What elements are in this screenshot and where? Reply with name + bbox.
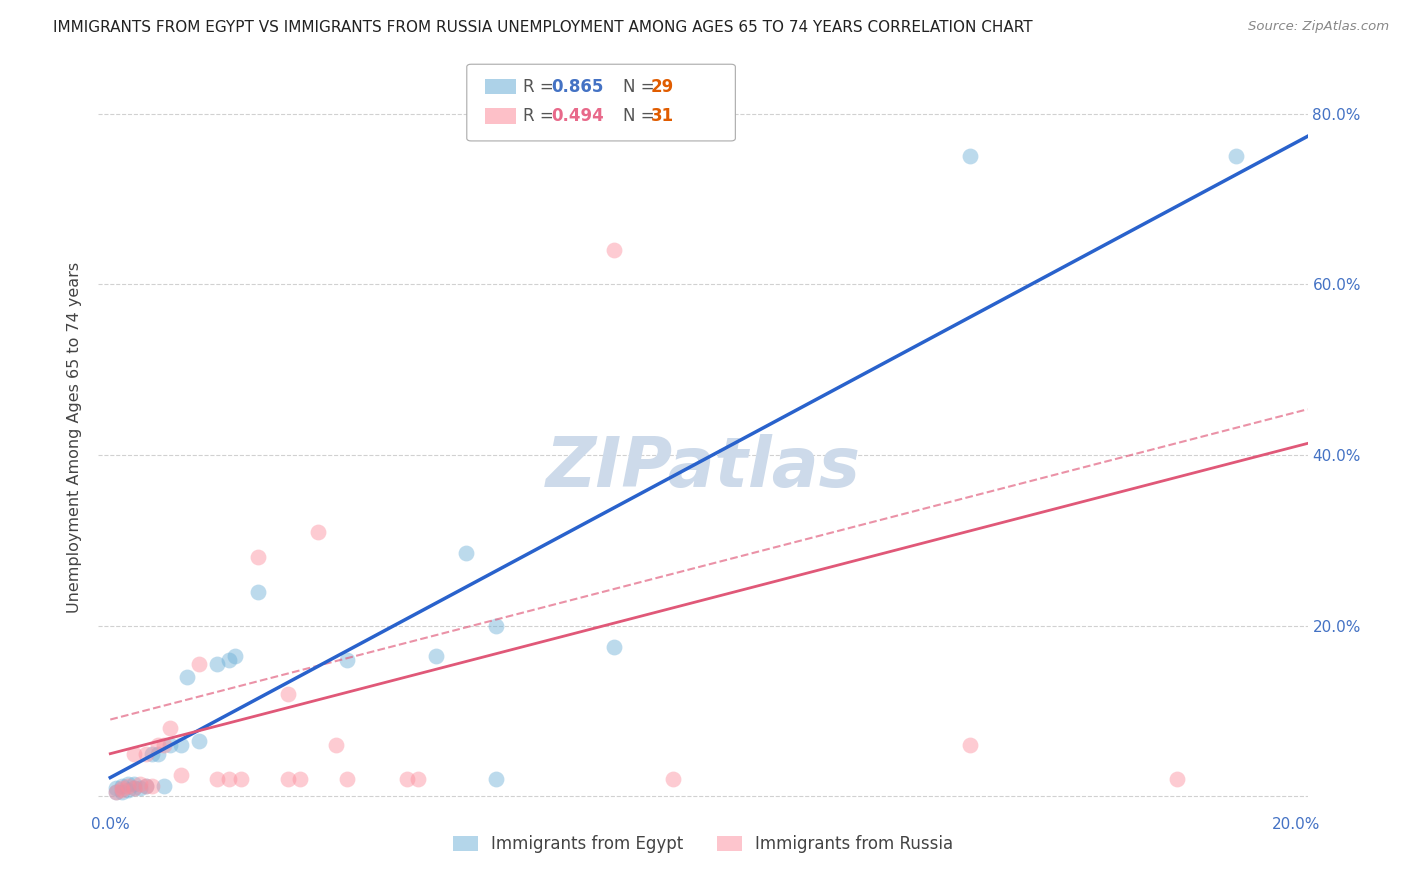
Legend: Immigrants from Egypt, Immigrants from Russia: Immigrants from Egypt, Immigrants from R… (446, 829, 960, 860)
Point (205, 657, 228, 671)
Text: Source: ZipAtlas.com: Source: ZipAtlas.com (1249, 20, 1389, 33)
Point (105, 785, 128, 799)
Point (395, 772, 418, 787)
Point (603, 640, 626, 654)
Text: N =: N = (623, 107, 659, 125)
Point (111, 782, 134, 797)
Point (122, 780, 145, 795)
Point (105, 785, 128, 799)
Point (336, 653, 359, 667)
Point (247, 584, 270, 599)
Point (122, 780, 145, 795)
Y-axis label: Unemployment Among Ages 65 to 74 years: Unemployment Among Ages 65 to 74 years (67, 261, 83, 613)
Point (111, 785, 134, 799)
Text: IMMIGRANTS FROM EGYPT VS IMMIGRANTS FROM RUSSIA UNEMPLOYMENT AMONG AGES 65 TO 74: IMMIGRANTS FROM EGYPT VS IMMIGRANTS FROM… (53, 20, 1033, 35)
Text: R =: R = (523, 107, 560, 125)
Point (122, 776, 145, 790)
Point (141, 779, 163, 793)
Text: 0.494: 0.494 (551, 107, 605, 125)
Point (277, 772, 299, 787)
Point (336, 772, 359, 787)
Point (959, 149, 981, 163)
Point (170, 738, 193, 752)
Point (662, 772, 685, 787)
Point (603, 243, 626, 257)
Point (959, 738, 981, 752)
Point (146, 747, 169, 761)
Point (105, 780, 128, 795)
Text: N =: N = (623, 78, 659, 95)
Point (188, 657, 211, 671)
Point (152, 779, 174, 793)
Point (277, 687, 299, 701)
Point (111, 779, 134, 793)
Text: 31: 31 (651, 107, 673, 125)
Point (141, 747, 163, 761)
Point (425, 648, 447, 663)
Text: 0.865: 0.865 (551, 78, 603, 95)
Point (135, 779, 157, 793)
Point (484, 618, 506, 632)
Text: R =: R = (523, 78, 560, 95)
Point (218, 653, 240, 667)
Point (1166, 772, 1188, 787)
Point (111, 780, 134, 795)
Point (218, 772, 240, 787)
Point (129, 780, 152, 795)
Point (117, 776, 139, 790)
Point (205, 772, 228, 787)
Point (484, 772, 506, 787)
Point (408, 772, 430, 787)
Point (159, 738, 181, 752)
Point (170, 768, 193, 782)
Text: 29: 29 (651, 78, 675, 95)
Point (229, 772, 252, 787)
Point (176, 670, 198, 684)
Point (117, 782, 139, 797)
Point (146, 738, 169, 752)
Point (247, 550, 270, 565)
Point (188, 734, 211, 748)
Point (152, 738, 174, 752)
Point (325, 738, 347, 752)
Point (135, 779, 157, 793)
Point (117, 779, 139, 793)
Point (122, 747, 145, 761)
Point (224, 648, 246, 663)
Point (129, 776, 152, 790)
Point (454, 546, 477, 560)
Point (307, 524, 329, 539)
Point (159, 721, 181, 735)
Point (135, 747, 157, 761)
Point (1225, 149, 1247, 163)
Point (288, 772, 311, 787)
Text: ZIPatlas: ZIPatlas (546, 434, 860, 500)
